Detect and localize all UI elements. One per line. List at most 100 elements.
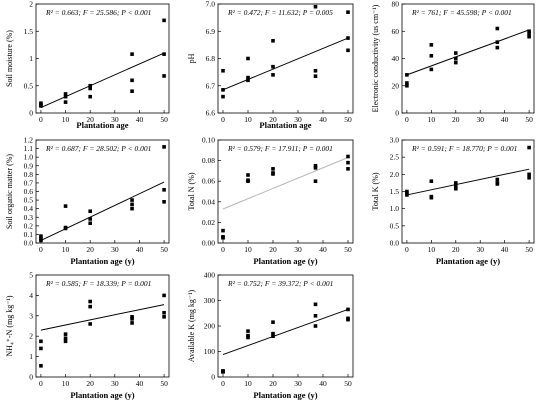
data-point <box>246 78 250 83</box>
data-point <box>88 221 92 226</box>
stat-annotation: R² = 0.591; F = 18.770; P = 0.001 <box>411 144 517 153</box>
y-tick-label: 200 <box>204 322 216 331</box>
data-point <box>162 315 166 319</box>
data-point <box>527 175 531 180</box>
y-tick-label: 60 <box>392 27 400 36</box>
data-point <box>162 187 166 192</box>
data-point <box>246 329 250 333</box>
data-point <box>63 226 68 231</box>
data-point <box>313 324 318 328</box>
x-axis-label: Plantation age (y) <box>253 390 317 400</box>
panel-available-k: 0 10 20 30 40 50 0 100 200 300 400 R² = 0.752; F = … <box>187 271 354 400</box>
y-axis-label: Total K (%) <box>371 172 380 210</box>
data-point <box>130 89 134 93</box>
data-point <box>39 339 43 344</box>
y-tick-label: 0.9 <box>24 161 34 170</box>
data-point <box>63 332 68 336</box>
y-tick-label: 0 <box>29 373 33 382</box>
panel-total-n: 0 10 20 30 40 50 0.00 0.02 0.04 0.06 0.08 0.10 R² = … <box>187 136 354 266</box>
data-point <box>429 195 434 200</box>
data-point <box>221 88 225 92</box>
data-point <box>346 10 350 14</box>
y-tick-label: 1.0 <box>390 204 400 213</box>
x-tick-label: 10 <box>244 115 252 124</box>
stat-annotation: R² = 0.585; F = 18.339; P = 0.001 <box>45 279 151 288</box>
x-tick-label: 0 <box>39 379 43 388</box>
x-tick-label: 30 <box>111 245 119 254</box>
plot-frame <box>35 274 170 378</box>
y-tick-label: 1.5 <box>24 27 34 36</box>
data-point <box>162 293 166 298</box>
x-axis-label: Plantation age (y) <box>70 390 134 400</box>
y-tick-label: 6.7 <box>206 81 216 90</box>
data-point <box>313 166 318 170</box>
regression-line <box>40 181 165 241</box>
data-point <box>39 101 43 105</box>
y-tick-label: 300 <box>204 296 216 305</box>
y-axis-label: NH₄⁺-N (mg kg⁻¹) <box>5 295 14 357</box>
data-point <box>39 104 43 108</box>
y-tick-label: 0.3 <box>24 213 34 222</box>
y-tick-label: 6.9 <box>206 27 216 36</box>
data-point <box>162 310 166 315</box>
x-tick-label: 40 <box>319 379 327 388</box>
data-point <box>63 336 68 341</box>
x-axis-label: Plantation age (y) <box>70 256 134 266</box>
data-point <box>313 179 318 183</box>
y-tick-label: 1.1 <box>24 144 34 153</box>
x-tick-label: 50 <box>525 115 533 124</box>
data-point <box>453 184 458 189</box>
y-tick-label: 0.5 <box>24 81 34 90</box>
plot-frame <box>217 3 354 114</box>
data-point <box>246 179 250 183</box>
data-point <box>39 234 43 238</box>
y-tick-label: 0.1 <box>24 230 34 239</box>
y-tick-label: 0.08 <box>202 156 215 165</box>
regression-line <box>222 37 349 91</box>
y-tick-label: 100 <box>204 347 216 356</box>
data-point <box>313 314 318 318</box>
data-point <box>313 74 318 79</box>
data-point <box>346 167 350 171</box>
x-tick-label: 30 <box>111 115 119 124</box>
data-point <box>246 335 250 340</box>
x-tick-label: 10 <box>62 379 70 388</box>
x-tick-label: 30 <box>294 115 302 124</box>
x-tick-label: 50 <box>344 115 352 124</box>
x-tick-label: 20 <box>86 379 94 388</box>
x-tick-label: 0 <box>39 245 43 254</box>
y-tick-label: 0.10 <box>202 136 215 145</box>
panel-nh4-n: 0 10 20 30 40 50 0 1 2 3 4 5 R² = 0.585; F = 18.339;… <box>5 271 170 400</box>
data-point <box>130 317 134 321</box>
data-point <box>88 86 92 91</box>
y-tick-label: 0.8 <box>24 170 34 179</box>
data-point <box>453 186 458 191</box>
y-axis-label: Available K (mg kg⁻¹) <box>187 289 196 362</box>
data-point <box>130 315 134 319</box>
data-point <box>453 56 458 61</box>
y-tick-label: 0.06 <box>202 177 215 186</box>
x-tick-label: 50 <box>160 245 168 254</box>
y-tick-label: 7.0 <box>206 0 216 9</box>
y-tick-label: 2.0 <box>390 170 400 179</box>
x-tick-label: 40 <box>136 245 144 254</box>
data-point <box>221 68 225 73</box>
x-tick-label: 30 <box>111 379 119 388</box>
y-tick-label: 3.0 <box>390 136 400 145</box>
panel-soil-organic-matter: 0 10 20 30 40 50 0.00.10.20.30.40.50.60.70.80.… <box>5 136 170 266</box>
data-point <box>130 52 134 56</box>
data-point <box>346 48 350 53</box>
x-tick-label: 10 <box>62 245 70 254</box>
data-point <box>527 29 531 34</box>
data-point <box>162 200 166 204</box>
y-tick-label: 0.0 <box>390 239 400 248</box>
data-point <box>246 173 250 177</box>
data-point <box>346 160 350 165</box>
stat-annotation: R² = 0.579; F = 17.911; P = 0.001 <box>227 144 333 153</box>
data-point <box>429 179 434 183</box>
data-point <box>162 74 166 78</box>
x-tick-label: 30 <box>294 245 302 254</box>
data-point <box>495 182 500 186</box>
x-tick-label: 20 <box>269 245 277 254</box>
